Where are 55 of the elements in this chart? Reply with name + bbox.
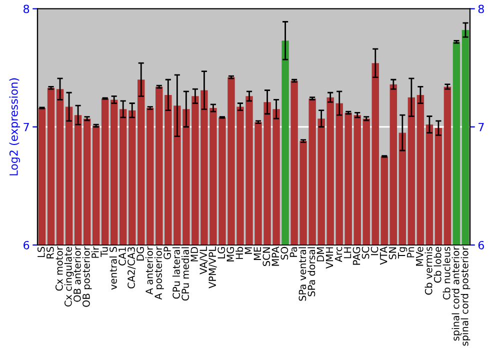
x-tick-label: DG (136, 247, 144, 260)
y-axis-title: Log2 (expression) (9, 78, 20, 176)
x-tick-label: SPa ventral (298, 247, 306, 301)
x-tick-label: VMH (326, 247, 334, 269)
x-tick-label: Cb nucleus (442, 246, 450, 300)
x-tick-label: Cb vermis (424, 246, 432, 295)
x-tick-label: IC (370, 246, 378, 256)
y2-tick-label: 6 (478, 240, 484, 250)
x-tick-label: Tg (398, 247, 408, 259)
x-tick-label: LG (218, 247, 226, 258)
x-tick-label: SCN (262, 247, 270, 266)
y-tick-label: 7 (24, 122, 29, 132)
x-tick-label: MG (226, 247, 234, 262)
x-tick-label: OB posterior (82, 246, 92, 307)
x-tick-label: SO (280, 246, 288, 260)
x-tick-label: LS (37, 246, 45, 258)
x-tick-label: ME (254, 247, 261, 260)
x-tick-label: Pn (407, 247, 414, 258)
x-tick-label: Cb lobe (434, 246, 442, 283)
x-tick-label: CPu medial (181, 247, 189, 301)
x-tick-label: Tu (100, 247, 108, 258)
x-tick-label: SC (362, 246, 370, 259)
x-tick-label: VA/VL (200, 246, 208, 274)
x-tick-label: spinal cord posterior (460, 246, 470, 346)
y2-tick-label: 8 (478, 4, 484, 14)
x-tick-label: DM (316, 247, 324, 262)
x-tick-label: LH (344, 247, 352, 258)
y2-tick-label: 7 (478, 122, 484, 132)
x-tick-label: SPa dorsal (308, 247, 316, 296)
x-tick-label: Cx motor (55, 246, 63, 291)
y-tick-label: 8 (24, 4, 30, 14)
x-tick-label: CPu lateral (172, 247, 180, 299)
x-tick-label: CA1 (118, 247, 126, 266)
x-tick-label: VTA (380, 246, 388, 265)
y-tick-label: 6 (24, 240, 30, 250)
x-tick-label: SN (388, 247, 396, 260)
x-tick-label: Hb (236, 246, 244, 259)
x-tick-label: M (244, 247, 252, 254)
x-tick-label: GP (164, 246, 171, 260)
x-tick-label: OB anterior (73, 246, 81, 302)
x-tick-label: A anterior (145, 246, 153, 295)
x-tick-label: MVe (416, 246, 424, 266)
x-tick-label: Pir (91, 246, 99, 258)
x-tick-label: Arc (334, 246, 342, 262)
x-tick-label: PAG (352, 247, 360, 265)
x-tick-label: spinal cord anterior (452, 246, 462, 341)
x-tick-label: VPM/VPL (208, 246, 217, 288)
x-tick-label: RS (46, 246, 54, 258)
x-tick-label: Cx cingulate (64, 246, 74, 306)
x-tick-label: A posterior (154, 246, 164, 300)
x-tick-label: Pa (290, 247, 298, 257)
x-tick-label: ventral S (109, 246, 117, 290)
x-tick-label: CA2/CA3 (128, 247, 136, 288)
x-tick-label: MPA (272, 246, 279, 266)
x-tick-label: MD (190, 246, 198, 262)
